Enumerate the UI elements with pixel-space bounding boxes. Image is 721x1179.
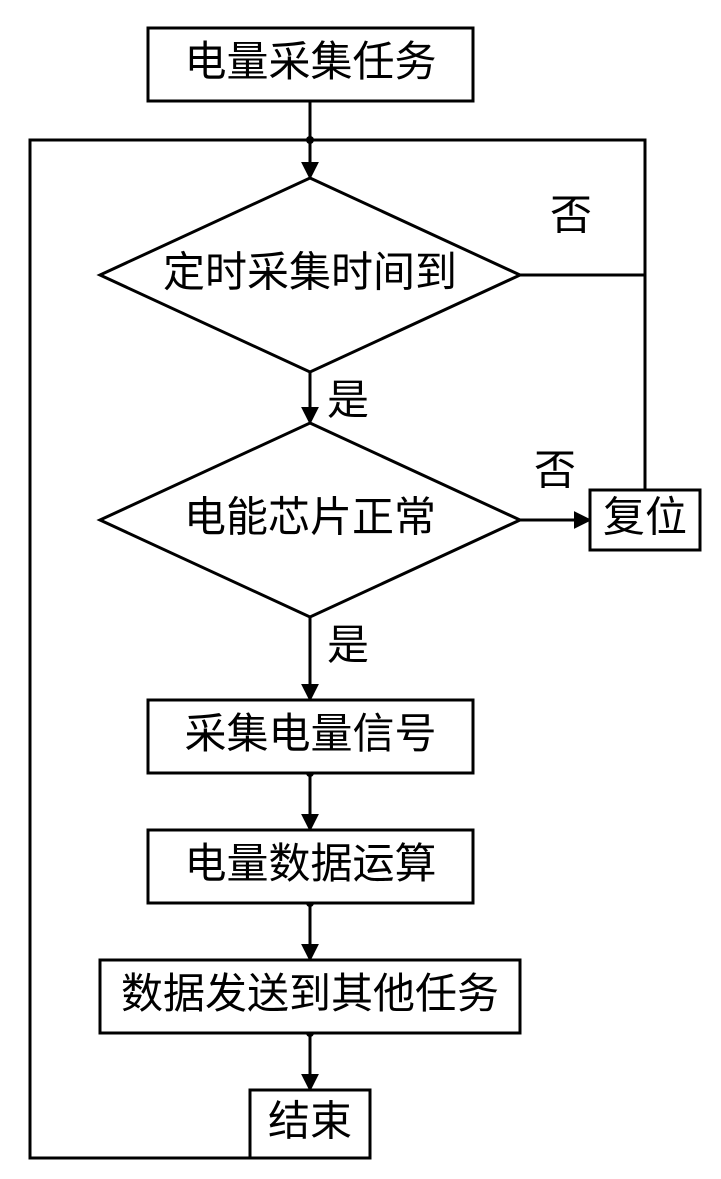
edge-label-dec1_yes: 是 xyxy=(327,379,369,425)
label-send: 数据发送到其他任务 xyxy=(121,972,499,1018)
label-dec1: 定时采集时间到 xyxy=(163,250,457,297)
label-reset: 复位 xyxy=(603,495,687,542)
flowchart-canvas: 电量采集任务定时采集时间到电能芯片正常 复位采集电量信号电量数据运算数据发送到其他… xyxy=(0,0,721,1179)
label-calc: 电量数据运算 xyxy=(184,842,436,888)
edge-label-dec1_no: 否 xyxy=(550,194,592,240)
label-dec2: 电能芯片正常 xyxy=(184,496,436,542)
edge-label-dec2_no: 否 xyxy=(534,449,576,495)
label-start: 电量采集任务 xyxy=(184,40,436,86)
label-end: 结束 xyxy=(268,1100,352,1146)
edge-label-dec2_yes: 是 xyxy=(327,624,369,670)
label-collect: 采集电量信号 xyxy=(184,712,436,758)
